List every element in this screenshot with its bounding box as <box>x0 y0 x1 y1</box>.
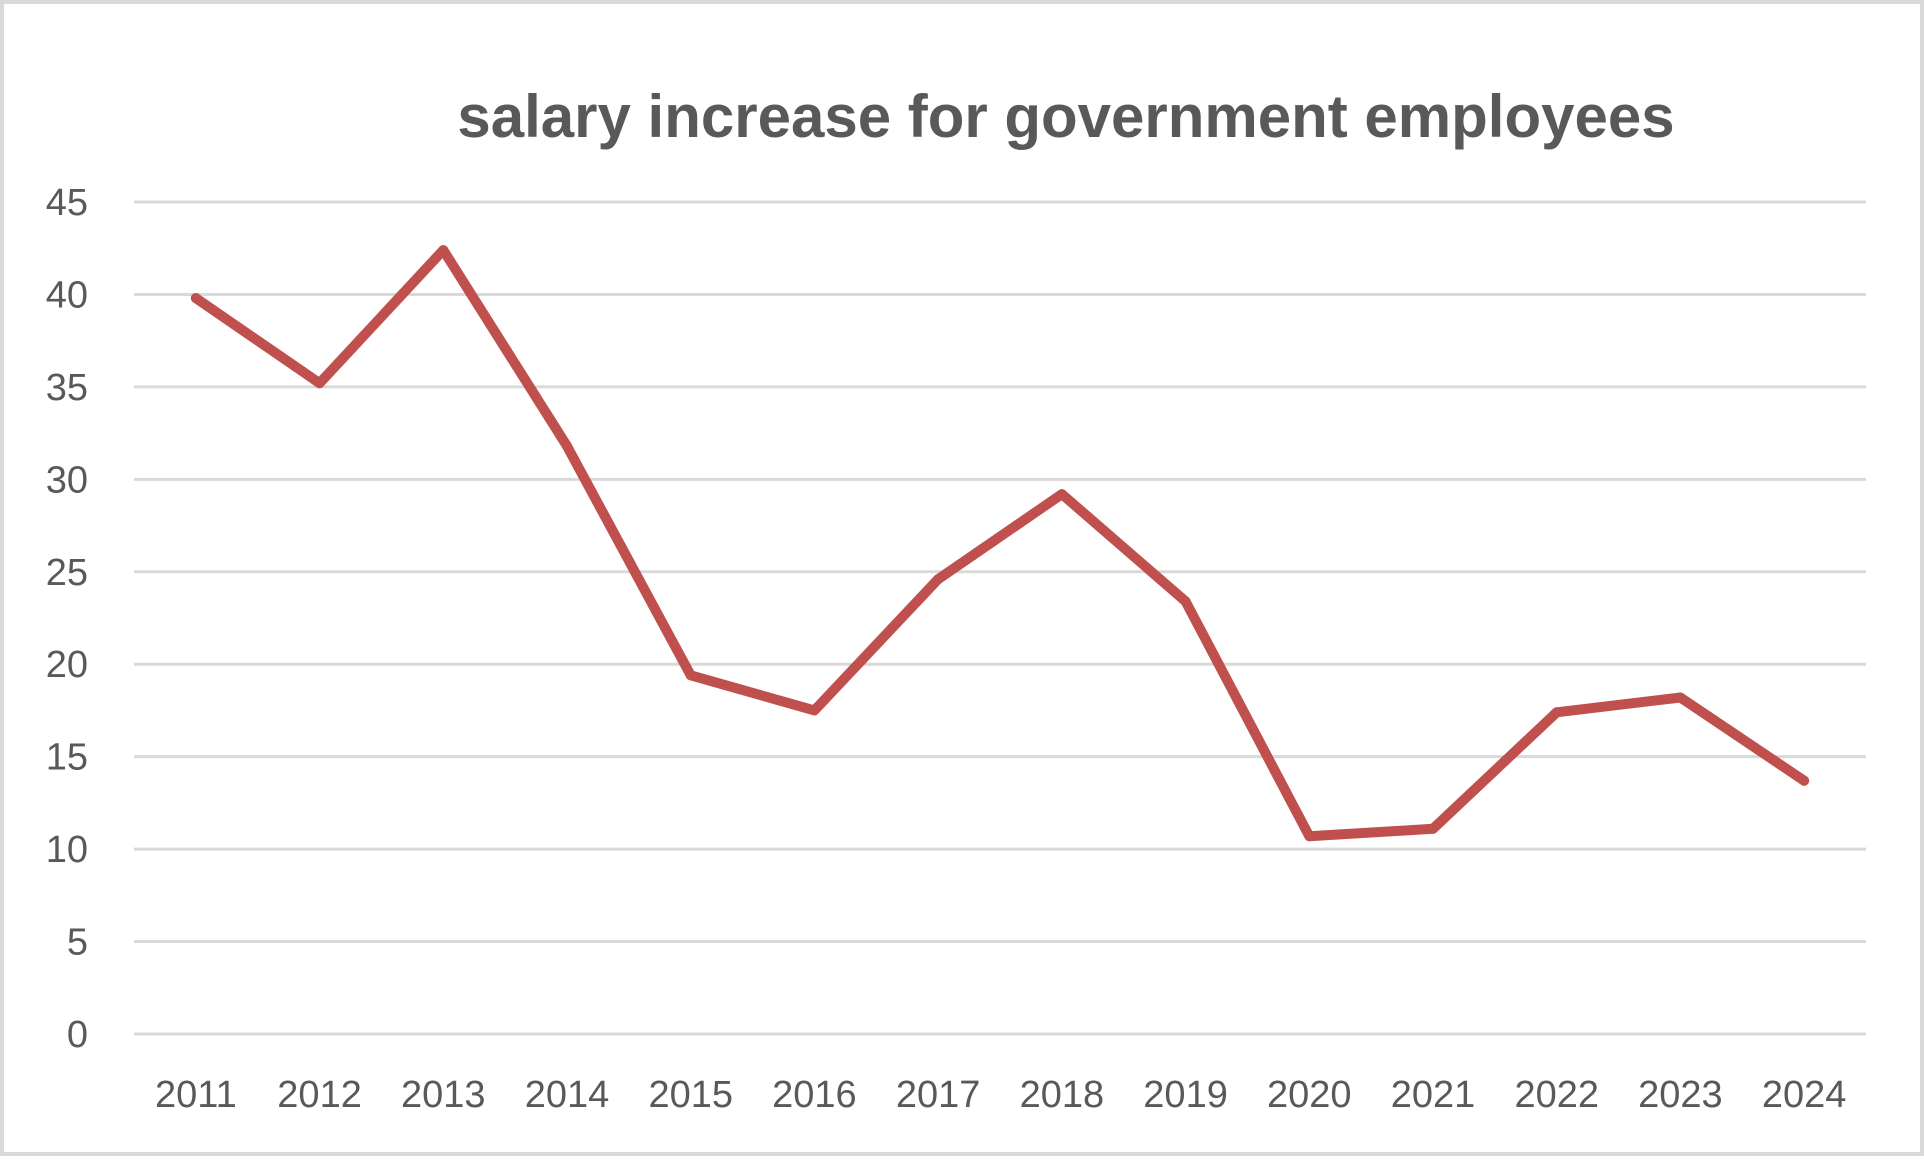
x-tick-label: 2023 <box>1638 1074 1723 1116</box>
y-tick-label: 30 <box>46 459 88 501</box>
x-tick-label: 2011 <box>155 1074 237 1116</box>
data-point-2020 <box>1304 831 1315 842</box>
x-tick-label: 2018 <box>1020 1074 1105 1116</box>
x-tick-label: 2015 <box>648 1074 733 1116</box>
x-tick-label: 2014 <box>525 1074 610 1116</box>
data-point-2017 <box>933 574 944 585</box>
data-point-2021 <box>1428 823 1438 834</box>
y-tick-label: 0 <box>67 1014 88 1056</box>
data-point-2022 <box>1551 707 1562 718</box>
x-tick-label: 2020 <box>1267 1074 1352 1116</box>
data-point-2012 <box>314 378 325 389</box>
x-tick-label: 2021 <box>1391 1074 1476 1116</box>
data-point-2011 <box>190 293 201 304</box>
x-tick-label: 2022 <box>1514 1074 1599 1116</box>
data-point-2015 <box>685 670 696 681</box>
x-tick-label: 2019 <box>1143 1074 1228 1116</box>
x-tick-label: 2017 <box>896 1074 981 1116</box>
x-tick-label: 2013 <box>401 1074 486 1116</box>
y-tick-label: 35 <box>46 367 88 409</box>
y-tick-label: 45 <box>46 182 88 224</box>
data-point-2014 <box>562 441 572 452</box>
chart-title: salary increase for government employees <box>457 83 1674 150</box>
data-point-2016 <box>809 705 820 716</box>
y-axis-tick-labels: 0 5 10 15 20 25 30 35 40 45 <box>46 182 88 1056</box>
y-tick-label: 20 <box>46 644 88 686</box>
gridlines <box>134 200 1866 1036</box>
series-layer <box>190 245 1810 842</box>
data-point-2018 <box>1056 489 1067 500</box>
data-point-2019 <box>1180 596 1191 607</box>
line-chart: salary increase for government employees… <box>46 83 1866 1116</box>
y-tick-label: 5 <box>67 922 88 964</box>
x-tick-label: 2012 <box>277 1074 362 1116</box>
data-point-2023 <box>1675 692 1686 703</box>
x-axis-tick-labels: 2011 2012 2013 2014 2015 2016 2017 2018 2019 2020… <box>155 1074 1846 1116</box>
y-tick-label: 15 <box>46 737 88 779</box>
x-tick-label: 2016 <box>772 1074 857 1116</box>
data-point-2024 <box>1799 775 1810 786</box>
y-tick-label: 10 <box>46 829 88 871</box>
series-line <box>190 245 1810 842</box>
y-tick-label: 40 <box>46 274 88 316</box>
data-point-2013 <box>438 245 449 256</box>
y-tick-label: 25 <box>46 552 88 594</box>
x-tick-label: 2024 <box>1762 1074 1847 1116</box>
